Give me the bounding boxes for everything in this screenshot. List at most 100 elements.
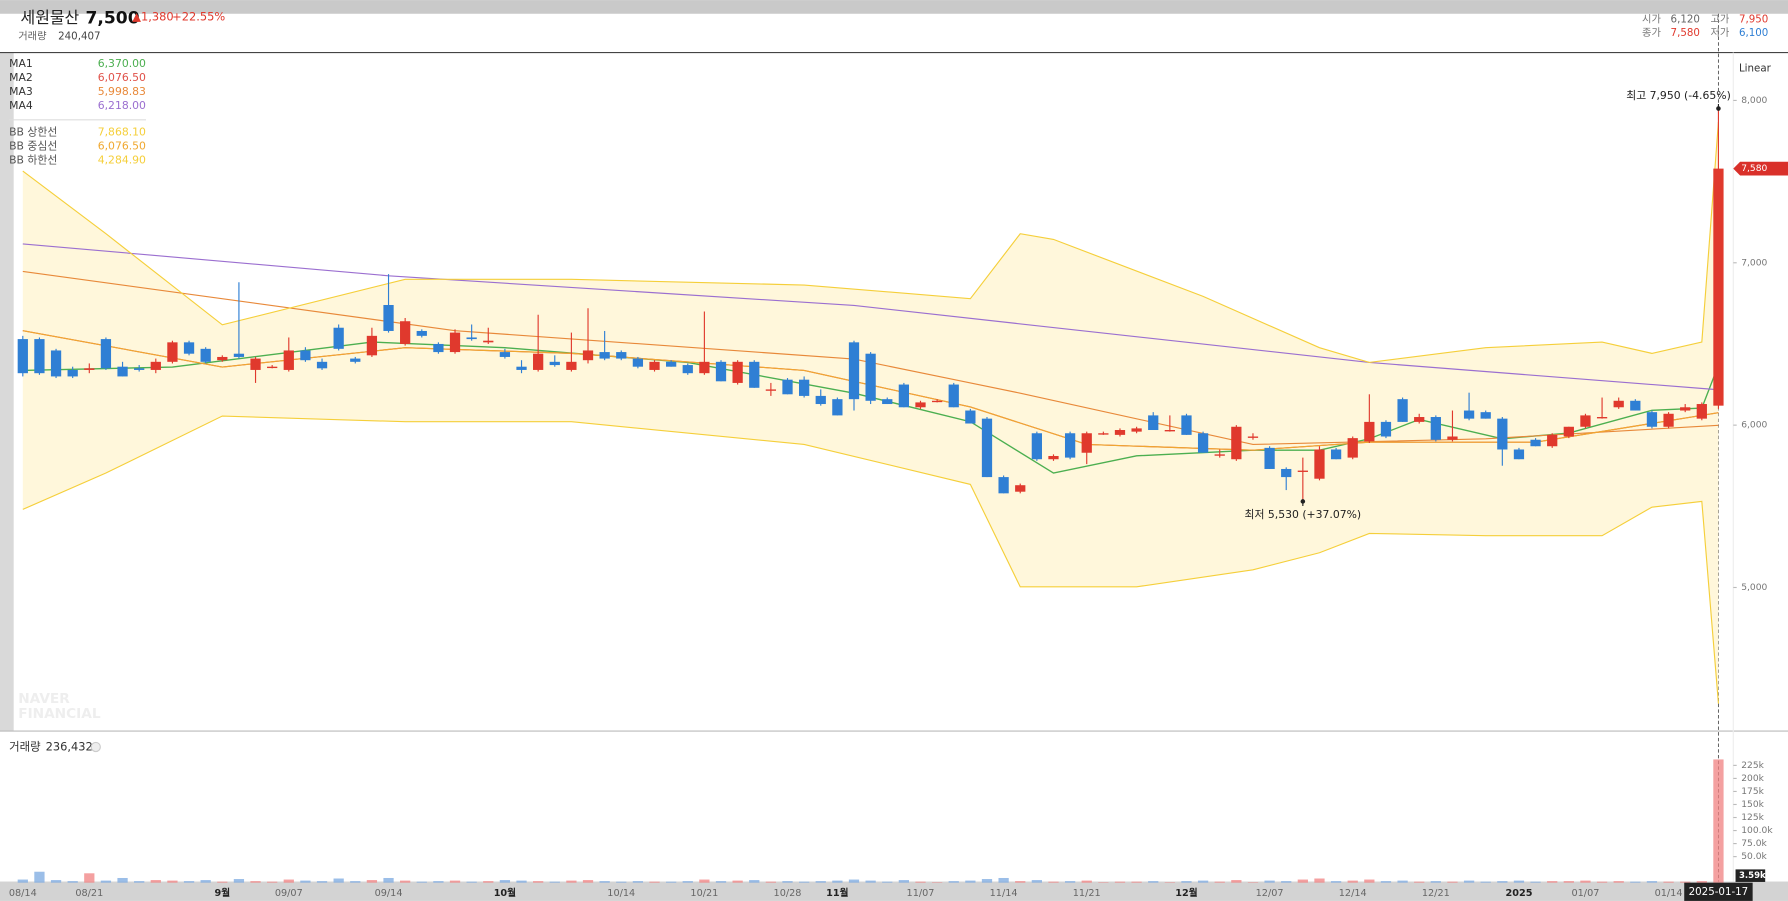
volume-bar [416,881,427,883]
x-tick-label: 12/07 [1256,888,1284,899]
volume-bar [483,881,494,883]
volume-bar [666,881,677,883]
candle-body [798,379,810,396]
y-tick-label: 100.0k [1741,826,1773,836]
volume-bar [1497,881,1508,883]
volume-bar [1696,881,1707,883]
candle-body [167,342,178,362]
volume-bar [1646,881,1658,883]
candle-body [599,352,610,359]
scale-mode[interactable]: Linear [1739,62,1772,74]
volume-bar [533,881,544,883]
candle-body [965,410,976,424]
volume-bar [699,879,710,883]
x-tick-label: 12/21 [1422,888,1450,899]
volume-bar [1330,881,1342,883]
candle-body [483,340,494,343]
candle-body [848,342,860,400]
candle-body [1713,168,1724,406]
volume-bar [715,881,727,883]
volume-bar [316,881,328,883]
y-tick-label: 125k [1741,813,1764,823]
candle-body [533,353,544,370]
candle-body [350,358,361,362]
candle-body [17,339,28,374]
left-strip [0,52,14,732]
volume-bar [649,881,660,883]
candle-body [865,353,876,401]
volume-bar [915,881,926,883]
candle-body [1513,449,1525,460]
candle-body [1247,436,1259,438]
volume-bar [1098,882,1109,883]
candle-body [1114,430,1126,435]
y-tick-label: 5,000 [1741,583,1767,593]
volume-value: 240,407 [58,31,100,43]
candle-body [84,368,95,370]
volume-bar [217,881,228,883]
volume-bar [948,881,959,883]
volume-bar [1347,880,1358,883]
annotation-dot [1716,106,1721,111]
candle-body [250,358,261,370]
candle-body [616,352,627,359]
x-tick-label: 2025 [1505,888,1532,899]
volume-title: 거래량 [9,739,41,753]
volume-bar [1613,881,1624,883]
volume-bar [1181,881,1192,883]
candle-body [1696,404,1707,419]
volume-bar [333,878,344,883]
candle-body [1547,434,1558,447]
legend-value: 7,868.10 [98,125,146,138]
volume-bar [233,879,245,883]
candle-body [466,337,477,340]
candle-body [1364,421,1375,442]
legend-value: 6,218.00 [98,99,146,112]
volume-bar [549,881,560,883]
candle-body [915,402,926,408]
candle-body [898,384,910,408]
candle-body [1164,430,1175,432]
volume-bar [848,879,860,883]
volume-bar [1231,880,1242,883]
volume-bar [1081,880,1092,883]
volume-bar [1397,880,1408,883]
volume-settings[interactable] [90,741,101,753]
volume-bar [433,881,444,883]
candle-body [217,356,228,361]
volume-bar [1480,881,1491,883]
x-tick-label: 10월 [494,887,516,899]
volume-bar [1713,759,1724,883]
candle-body [882,399,893,405]
watermark: NAVER [18,691,70,707]
candle-body [1347,438,1358,458]
volume-bar [865,880,876,883]
candle-body [1081,433,1092,453]
x-tick-label: 01/14 [1655,888,1683,899]
candle-body [1580,415,1591,427]
volume-bar [566,880,577,883]
volume-bar [400,880,411,883]
candle-body [981,418,993,478]
volume-bar [798,881,810,883]
volume-bar [1447,881,1458,883]
candle-body [1098,433,1109,435]
candle-body [233,353,245,357]
y-tick-label: 150k [1741,800,1764,810]
volume-bar [1015,881,1026,883]
stock-price: 7,500 [86,8,140,28]
annotation-text: 최저 5,530 (+37.07%) [1245,508,1362,521]
candle-body [200,348,211,362]
volume-bar [782,881,793,883]
volume-bar [749,880,760,883]
watermark: FINANCIAL [18,706,101,722]
indicator-line [22,341,1720,474]
volume-bar [682,881,693,883]
volume-bar [300,880,311,883]
candle-body [582,350,594,361]
candle-body [1231,426,1242,460]
volume-bar [516,880,527,883]
candle-body [1048,455,1059,460]
ohlc-value: 6,120 [1671,13,1700,25]
